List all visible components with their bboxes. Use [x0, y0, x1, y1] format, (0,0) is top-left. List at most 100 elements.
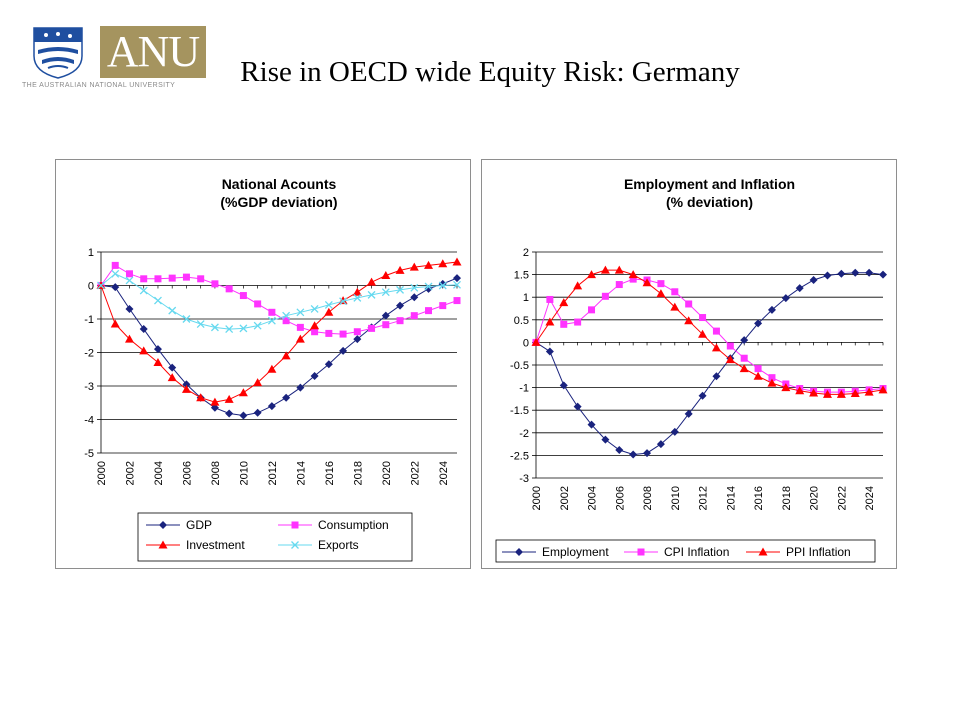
series-group: [96, 257, 462, 420]
data-point-cpi-inflation: [685, 300, 693, 308]
data-point-cpi-inflation: [615, 281, 623, 289]
logo-text: ANU: [106, 27, 200, 76]
data-point-cpi-inflation: [768, 374, 776, 382]
data-point-employment: [851, 268, 860, 277]
legend-marker-cpi-inflation: [637, 548, 645, 556]
data-point-exports: [125, 276, 134, 285]
data-point-ppi-inflation: [684, 316, 694, 325]
x-tick-label: 2016: [324, 461, 336, 485]
data-point-consumption: [382, 321, 390, 329]
data-point-consumption: [339, 330, 347, 338]
x-tick-label: 2000: [531, 486, 543, 510]
x-tick-label: 2024: [864, 486, 876, 510]
data-point-investment: [210, 397, 220, 406]
data-point-investment: [253, 378, 263, 387]
legend-marker-gdp: [159, 521, 167, 529]
chart-subtitle: (% deviation): [666, 194, 753, 210]
data-point-gdp: [125, 304, 134, 313]
data-point-gdp: [168, 363, 177, 372]
data-point-investment: [452, 257, 462, 266]
data-point-ppi-inflation: [781, 383, 791, 392]
data-point-investment: [295, 334, 305, 343]
data-point-gdp: [225, 409, 234, 418]
data-point-cpi-inflation: [629, 275, 637, 283]
data-point-investment: [196, 393, 206, 402]
data-point-exports: [111, 269, 120, 278]
legend-label-employment: Employment: [542, 545, 609, 559]
data-point-ppi-inflation: [545, 317, 555, 326]
data-point-gdp: [182, 380, 191, 389]
data-point-employment: [643, 449, 652, 458]
series-line-investment: [100, 261, 458, 403]
data-point-gdp: [282, 393, 291, 402]
series-line-consumption: [100, 264, 458, 335]
data-point-exports: [381, 288, 390, 297]
data-point-investment: [124, 334, 134, 343]
series-line-gdp: [100, 277, 458, 417]
data-point-exports: [396, 285, 404, 294]
data-point-ppi-inflation: [642, 278, 652, 287]
data-point-gdp: [381, 311, 390, 320]
data-point-investment: [352, 287, 362, 296]
data-point-ppi-inflation: [559, 298, 569, 307]
data-point-employment: [545, 347, 554, 356]
data-point-employment: [615, 445, 624, 454]
data-point-employment: [670, 427, 679, 436]
data-point-investment: [367, 277, 377, 286]
data-point-exports: [97, 281, 105, 290]
data-point-consumption: [182, 273, 190, 281]
data-point-employment: [879, 270, 887, 279]
data-point-investment: [139, 346, 149, 355]
legend-marker-consumption: [291, 521, 299, 529]
data-point-gdp: [296, 383, 305, 392]
x-tick-label: 2012: [267, 461, 279, 485]
data-point-consumption: [410, 312, 418, 320]
legend-marker-employment: [515, 548, 523, 556]
y-tick-label: -5: [84, 448, 94, 460]
data-point-cpi-inflation: [740, 354, 748, 362]
data-point-gdp: [210, 403, 219, 412]
y-tick-label: -1: [84, 314, 94, 326]
x-tick-label: 2004: [587, 486, 599, 510]
data-point-consumption: [396, 317, 404, 325]
logo-wordmark: ANU: [100, 26, 206, 78]
logo-subtext: THE AUSTRALIAN NATIONAL UNIVERSITY: [22, 82, 176, 89]
data-point-gdp: [438, 279, 447, 288]
data-point-consumption: [197, 275, 205, 283]
data-point-gdp: [410, 293, 419, 302]
x-tick-label: 2008: [210, 461, 222, 485]
legend-marker-exports: [291, 541, 299, 549]
data-point-gdp: [453, 274, 461, 283]
data-point-employment: [809, 276, 818, 285]
series-group: [531, 265, 888, 459]
data-point-consumption: [125, 270, 133, 278]
data-point-cpi-inflation: [657, 280, 665, 288]
data-point-ppi-inflation: [795, 386, 805, 395]
data-point-exports: [210, 323, 219, 332]
data-point-exports: [282, 311, 291, 320]
data-point-ppi-inflation: [809, 388, 819, 397]
data-point-employment: [754, 319, 763, 328]
x-tick-label: 2016: [753, 486, 765, 510]
x-tick-label: 2002: [124, 461, 136, 485]
y-tick-label: 1: [523, 292, 529, 304]
legend-label-ppi-inflation: PPI Inflation: [786, 545, 851, 559]
data-point-investment: [409, 262, 419, 271]
x-tick-label: 2018: [352, 461, 364, 485]
data-point-investment: [395, 265, 405, 274]
legend-label-gdp: GDP: [186, 518, 212, 532]
data-point-consumption: [439, 302, 447, 310]
data-point-employment: [601, 435, 610, 444]
x-tick-label: 2002: [559, 486, 571, 510]
y-tick-label: -3: [84, 381, 94, 393]
data-point-gdp: [139, 325, 148, 334]
data-point-employment: [767, 305, 776, 314]
data-point-ppi-inflation: [656, 289, 666, 298]
data-point-exports: [296, 308, 305, 317]
data-point-ppi-inflation: [711, 343, 721, 352]
data-point-consumption: [111, 261, 119, 269]
data-point-ppi-inflation: [698, 329, 708, 338]
data-point-ppi-inflation: [670, 302, 680, 311]
data-point-investment: [438, 259, 448, 268]
legend-label-cpi-inflation: CPI Inflation: [664, 545, 729, 559]
